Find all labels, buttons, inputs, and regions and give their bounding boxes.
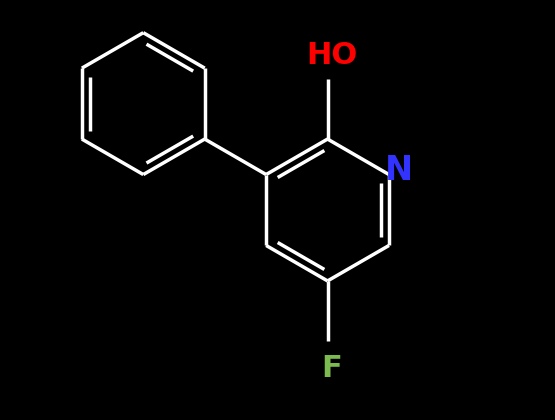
Text: HO: HO	[306, 42, 357, 71]
Text: N: N	[385, 154, 413, 187]
Text: F: F	[321, 354, 342, 383]
